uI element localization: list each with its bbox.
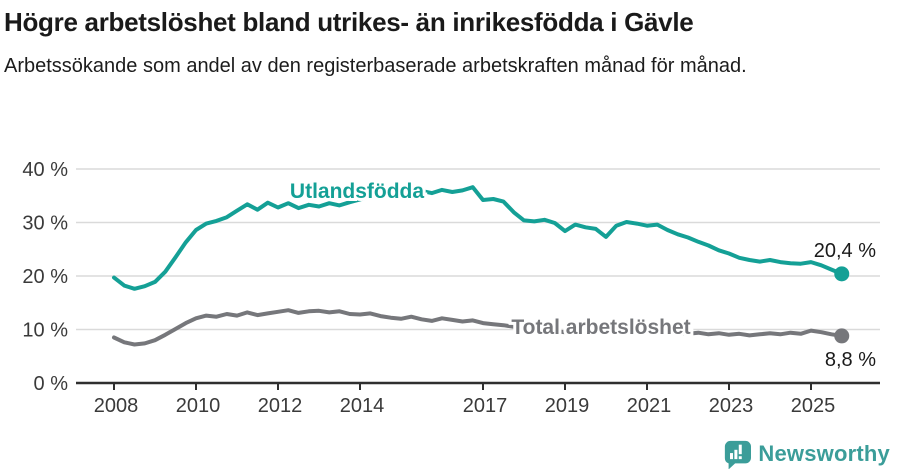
series-label-utlandsf-dda: Utlandsfödda xyxy=(290,180,424,203)
line-chart-canvas: 0 % 10 % 20 % 30 % 40 % 2008 2010 2012 2014 2017 2… xyxy=(22,159,880,417)
series-end-dot-utlandsf-dda xyxy=(834,266,850,282)
line-chart: 0 % 10 % 20 % 30 % 40 % 2008 2010 2012 2014 2017 2… xyxy=(0,140,900,440)
x-tick-label-2014: 2014 xyxy=(340,395,385,417)
x-tick-label-2019: 2019 xyxy=(545,395,590,417)
newsworthy-brand: Newsworthy xyxy=(723,439,890,469)
y-tick-label-20: 20 % xyxy=(22,266,68,288)
end-value-label-total-arbetsl-shet: 8,8 % xyxy=(825,349,876,371)
y-tick-label-10: 10 % xyxy=(22,320,68,342)
page-title: Högre arbetslöshet bland utrikes- än inr… xyxy=(4,7,694,37)
x-tick-label-2012: 2012 xyxy=(258,395,303,417)
x-tick-label-2010: 2010 xyxy=(176,395,221,417)
y-tick-label-0: 0 % xyxy=(34,373,69,395)
series-line-total-arbetsl-shet xyxy=(112,308,844,347)
y-tick-label-40: 40 % xyxy=(22,159,68,181)
series-label-total-arbetsl-shet: Total arbetslöshet xyxy=(511,316,690,339)
newsworthy-brand-label: Newsworthy xyxy=(758,441,890,466)
newsworthy-logo-icon xyxy=(725,440,752,469)
x-tick-label-2023: 2023 xyxy=(709,395,754,417)
series-end-dot-total-arbetsl-shet xyxy=(834,328,850,344)
x-tick-label-2025: 2025 xyxy=(791,395,836,417)
x-tick-label-2021: 2021 xyxy=(627,395,672,417)
x-tick-label-2008: 2008 xyxy=(94,395,139,417)
series-line-utlandsf-dda xyxy=(112,185,844,291)
end-value-label-utlandsf-dda: 20,4 % xyxy=(814,240,876,262)
x-tick-label-2017: 2017 xyxy=(463,395,508,417)
y-tick-label-30: 30 % xyxy=(22,213,68,235)
chart-subtitle: Arbetssökande som andel av den registerb… xyxy=(4,54,747,77)
